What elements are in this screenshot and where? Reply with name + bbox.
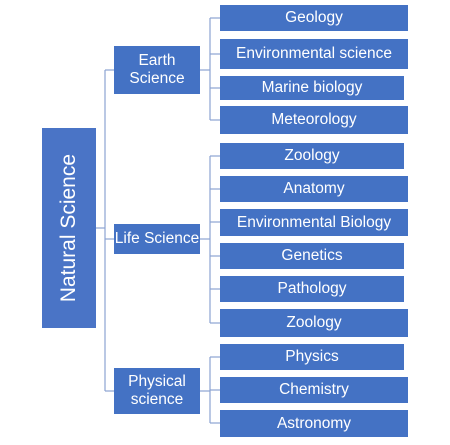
leaf-label: Physics xyxy=(285,348,339,366)
leaf-label: Pathology xyxy=(277,280,347,298)
leaf-node: Chemistry xyxy=(220,377,408,403)
category-label: Earth Science xyxy=(129,52,185,87)
leaf-node: Physics xyxy=(220,344,404,370)
leaf-node: Genetics xyxy=(220,243,404,269)
leaf-label: Environmental Biology xyxy=(236,213,392,231)
leaf-label: Astronomy xyxy=(276,414,352,432)
leaf-node: Meteorology xyxy=(220,106,408,134)
leaf-label: Chemistry xyxy=(279,381,349,399)
category-node-earth-science: Earth Science xyxy=(114,46,200,94)
leaf-label: Geology xyxy=(285,9,343,27)
leaf-node: Geology xyxy=(220,5,408,31)
leaf-node: Astronomy xyxy=(220,410,408,437)
category-label: Physical science xyxy=(128,373,186,408)
leaf-label: Genetics xyxy=(281,247,343,265)
leaf-node: Zoology xyxy=(220,309,408,337)
leaf-node: Environmental science xyxy=(220,39,408,69)
category-node-physical-science: Physical science xyxy=(114,368,200,414)
leaf-node: Pathology xyxy=(220,276,404,302)
category-node-life-science: Life Science xyxy=(114,224,200,254)
leaf-node: Marine biology xyxy=(220,76,404,100)
leaf-label: Anatomy xyxy=(283,180,345,198)
leaf-node: Zoology xyxy=(220,143,404,169)
leaf-node: Environmental Biology xyxy=(220,209,408,236)
category-label: Life Science xyxy=(114,230,200,248)
leaf-label: Marine biology xyxy=(261,79,363,97)
root-node: Natural Science xyxy=(42,128,96,328)
leaf-label: Environmental science xyxy=(236,45,392,63)
leaf-node: Anatomy xyxy=(220,176,408,202)
root-label: Natural Science xyxy=(56,153,80,303)
leaf-label: Zoology xyxy=(286,314,342,332)
leaf-label: Zoology xyxy=(284,147,340,165)
leaf-label: Meteorology xyxy=(271,111,357,129)
